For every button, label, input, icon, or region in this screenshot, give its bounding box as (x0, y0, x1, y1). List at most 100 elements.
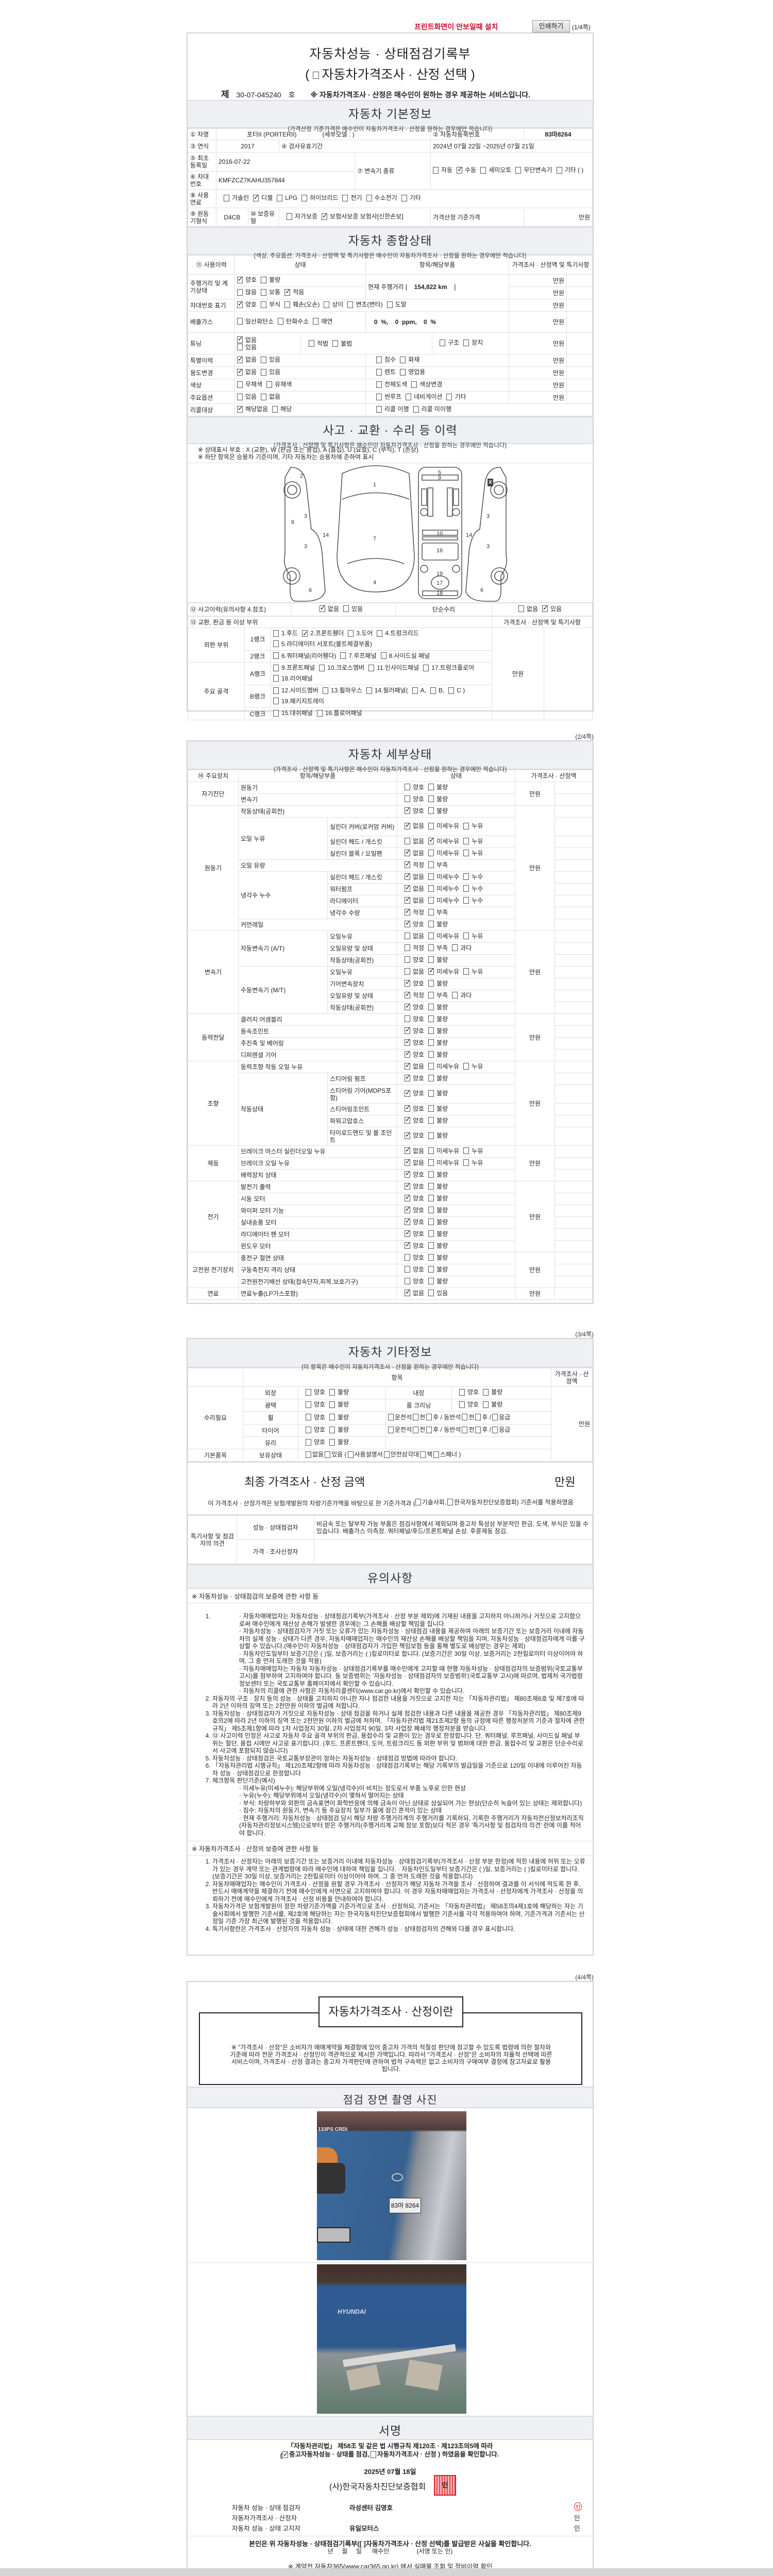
empty-box-icon[interactable] (306, 1438, 311, 1446)
checkbox-option[interactable]: 양호 (405, 1050, 424, 1058)
checkbox-option[interactable]: 미세누유 (428, 822, 459, 829)
checked-box-icon[interactable] (322, 212, 328, 220)
empty-box-icon[interactable] (405, 1266, 411, 1273)
empty-box-icon[interactable] (447, 1499, 453, 1505)
empty-box-icon[interactable] (446, 393, 452, 400)
empty-box-icon[interactable] (463, 933, 469, 940)
checkbox-option[interactable]: 양호 (405, 920, 424, 928)
checkbox-option[interactable]: 리콜 이행 (376, 405, 409, 413)
empty-box-icon[interactable] (377, 630, 383, 637)
checkbox-option[interactable]: 누수 (463, 885, 483, 892)
empty-box-icon[interactable] (423, 664, 429, 671)
empty-box-icon[interactable] (273, 652, 279, 659)
checked-box-icon[interactable] (237, 276, 243, 283)
empty-box-icon[interactable] (428, 992, 434, 999)
checkbox-option[interactable]: 사용설명서 (347, 1451, 383, 1458)
checkbox-option[interactable]: 양호 (405, 1254, 424, 1261)
checkbox-option[interactable]: 썬루프 (376, 393, 401, 400)
checkbox-option[interactable]: 불량 (428, 1105, 448, 1112)
empty-box-icon[interactable] (428, 784, 434, 791)
empty-box-icon[interactable] (405, 1254, 411, 1261)
empty-box-icon[interactable] (405, 968, 411, 975)
checkbox-option[interactable]: 불량 (428, 807, 448, 815)
empty-box-icon[interactable] (428, 861, 434, 869)
empty-box-icon[interactable] (428, 885, 434, 892)
empty-box-icon[interactable] (277, 194, 283, 201)
empty-box-icon[interactable] (440, 339, 445, 346)
checkbox-option[interactable]: 양호 (405, 784, 424, 791)
empty-box-icon[interactable] (428, 1105, 434, 1112)
checkbox-option[interactable]: 미세누유 (428, 850, 459, 857)
checkbox-option[interactable]: 양호 (405, 956, 424, 963)
checkbox-option[interactable]: 부족 (428, 909, 448, 916)
checkbox-option[interactable]: 적정 (405, 860, 424, 869)
empty-box-icon[interactable] (273, 687, 279, 694)
checked-box-icon[interactable] (237, 300, 243, 308)
checkbox-option[interactable]: 기타 (446, 393, 466, 400)
empty-box-icon[interactable] (430, 687, 436, 694)
checkbox-option[interactable]: 적정 (405, 908, 424, 916)
checkbox-option[interactable]: 양호 (306, 1426, 325, 1433)
checkbox-option[interactable]: 변조(변타) (347, 301, 383, 308)
checkbox-option[interactable]: 불량 (428, 1027, 448, 1035)
checkbox-option[interactable]: 도말 (386, 301, 407, 308)
empty-box-icon[interactable] (261, 368, 267, 376)
checked-box-icon[interactable] (405, 1003, 411, 1011)
checkbox-option[interactable]: 양호 (405, 1116, 424, 1124)
checkbox-option[interactable]: 누유 (463, 1063, 483, 1070)
empty-box-icon[interactable] (428, 1207, 434, 1214)
empty-box-icon[interactable] (433, 1451, 439, 1458)
checkbox-option[interactable]: 미세누유 (428, 837, 459, 845)
checkbox-option[interactable]: 후 / 동반석 (426, 1426, 461, 1433)
empty-box-icon[interactable] (426, 1426, 432, 1433)
empty-box-icon[interactable] (224, 194, 229, 201)
checkbox-option[interactable]: 미세누유 (428, 967, 459, 975)
empty-box-icon[interactable] (428, 1183, 434, 1190)
checkbox-option[interactable]: 일산화탄소 (237, 318, 274, 325)
empty-box-icon[interactable] (405, 944, 411, 952)
checkbox-option[interactable]: 불량 (428, 1075, 448, 1082)
empty-box-icon[interactable] (463, 1063, 469, 1070)
checked-box-icon[interactable] (282, 2450, 289, 2459)
checkbox-option[interactable]: 양호 (405, 795, 424, 803)
empty-box-icon[interactable] (405, 784, 411, 791)
checkbox-option[interactable]: 기타 (401, 194, 421, 201)
checked-box-icon[interactable] (237, 335, 243, 343)
checkbox-option[interactable]: 불량 (428, 1051, 448, 1058)
empty-box-icon[interactable] (376, 368, 382, 376)
empty-box-icon[interactable] (463, 897, 469, 904)
empty-box-icon[interactable] (400, 356, 406, 363)
empty-box-icon[interactable] (406, 393, 412, 400)
checkbox-option[interactable]: 없음 (405, 838, 424, 845)
checked-box-icon[interactable] (405, 1062, 411, 1070)
empty-box-icon[interactable] (428, 1147, 434, 1155)
inspection-photo-rear[interactable]: HYUNDAI (317, 2264, 466, 2414)
checkbox-option[interactable]: 부식 (261, 301, 280, 308)
checkbox-option[interactable]: 불량 (261, 276, 280, 283)
checkbox-option[interactable]: 불량 (483, 1401, 502, 1408)
checkbox-option[interactable]: 양호 (237, 276, 257, 283)
checkbox-option[interactable]: 없음 (405, 1158, 424, 1166)
empty-box-icon[interactable] (340, 652, 346, 659)
empty-box-icon[interactable] (306, 1414, 311, 1421)
checkbox-option[interactable]: 없음 (405, 849, 424, 857)
empty-box-icon[interactable] (463, 850, 469, 857)
checkbox-option[interactable]: 양호 (405, 1217, 424, 1226)
empty-box-icon[interactable] (463, 873, 469, 880)
empty-box-icon[interactable] (261, 289, 267, 296)
empty-box-icon[interactable] (428, 1290, 434, 1297)
checkbox-option[interactable]: 불량 (428, 980, 448, 987)
checkbox-option[interactable]: 없음 (405, 822, 424, 829)
checkbox-option[interactable]: 없음 (237, 355, 257, 363)
empty-box-icon[interactable] (329, 1438, 335, 1446)
checkbox-option[interactable]: 양호 (405, 1074, 424, 1082)
checkbox-option[interactable]: 응급 (492, 1426, 510, 1433)
checkbox-option[interactable]: 양호 (306, 1401, 325, 1408)
empty-box-icon[interactable] (518, 605, 524, 613)
empty-box-icon[interactable] (492, 1426, 498, 1433)
empty-box-icon[interactable] (428, 807, 434, 815)
empty-box-icon[interactable] (237, 381, 243, 388)
empty-box-icon[interactable] (400, 368, 406, 376)
checkbox-option[interactable]: 불량 (428, 1218, 448, 1226)
empty-box-icon[interactable] (413, 405, 419, 413)
